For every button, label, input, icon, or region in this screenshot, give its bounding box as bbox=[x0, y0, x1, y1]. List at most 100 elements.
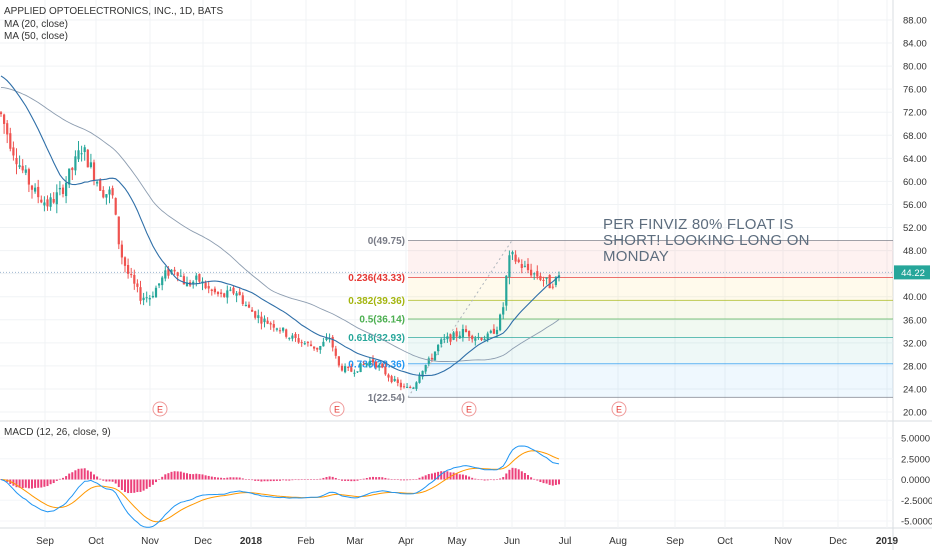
candle-body bbox=[65, 182, 68, 197]
macd-hist-bar bbox=[164, 474, 167, 480]
macd-hist-bar bbox=[399, 479, 402, 481]
macd-hist-bar bbox=[55, 479, 58, 481]
macd-hist-bar bbox=[384, 477, 387, 480]
time-tick-label: Nov bbox=[141, 536, 159, 547]
candle-body bbox=[27, 169, 30, 185]
candle-body bbox=[185, 282, 189, 287]
candle-body bbox=[530, 269, 533, 276]
macd-hist-bar bbox=[356, 479, 359, 481]
macd-hist-bar bbox=[108, 479, 111, 482]
macd-hist-bar bbox=[260, 479, 263, 482]
macd-hist-bar bbox=[241, 478, 244, 480]
macd-hist-bar bbox=[551, 479, 554, 486]
candle-body bbox=[272, 324, 275, 328]
candle-body bbox=[235, 293, 238, 296]
macd-hist-bar bbox=[406, 479, 409, 481]
candle-body bbox=[313, 346, 316, 349]
candle-body bbox=[356, 371, 359, 373]
candle-body bbox=[375, 361, 378, 368]
candle-body bbox=[340, 365, 344, 371]
macd-hist-bar bbox=[443, 471, 446, 480]
candle-body bbox=[486, 333, 489, 340]
macd-hist-bar bbox=[505, 473, 508, 480]
earnings-marker-circle bbox=[461, 401, 477, 417]
macd-hist-bar bbox=[158, 479, 161, 480]
macd-hist-bar bbox=[248, 479, 250, 480]
fib-level-label: 0.382(39.36) bbox=[348, 296, 405, 307]
macd-hist-bar bbox=[102, 479, 105, 481]
price-tick-label: 20.00 bbox=[903, 408, 927, 419]
macd-hist-bar bbox=[440, 471, 443, 480]
macd-hist-bar bbox=[198, 474, 201, 480]
macd-hist-bar bbox=[43, 479, 46, 487]
candle-body bbox=[83, 147, 86, 152]
macd-hist-bar bbox=[328, 476, 331, 480]
candle-body bbox=[393, 378, 396, 382]
macd-hist-bar bbox=[368, 477, 371, 480]
candle-body bbox=[111, 188, 114, 196]
candle-body bbox=[130, 274, 133, 276]
candle-body bbox=[387, 374, 390, 378]
earnings-marker-label: E bbox=[466, 405, 472, 415]
macd-hist-bar bbox=[266, 479, 269, 482]
price-tick-label: 24.00 bbox=[903, 384, 927, 395]
fib-level-label: 0.5(36.14) bbox=[359, 314, 405, 325]
macd-hist-bar bbox=[378, 477, 381, 480]
macd-legend[interactable]: MACD (12, 26, close, 9) bbox=[4, 427, 111, 438]
macd-hist-bar bbox=[514, 468, 517, 480]
candle-body bbox=[477, 336, 480, 339]
ma50-legend[interactable]: MA (50, close) bbox=[4, 31, 68, 42]
candle-body bbox=[108, 189, 111, 195]
candle-body bbox=[294, 333, 297, 338]
macd-hist-bar bbox=[310, 479, 312, 480]
candle-body bbox=[440, 339, 443, 345]
macd-hist-bar bbox=[523, 473, 526, 480]
candle-body bbox=[68, 168, 71, 185]
candle-body bbox=[396, 379, 399, 383]
macd-tick-label: 0.0000 bbox=[901, 475, 930, 486]
candle-body bbox=[133, 274, 136, 284]
candle-body bbox=[409, 386, 412, 388]
macd-hist-bar bbox=[232, 477, 235, 480]
candle-body bbox=[402, 386, 406, 388]
annotation-text[interactable]: PER FINVIZ 80% FLOAT IS SHORT! LOOKING L… bbox=[603, 216, 810, 265]
candle-body bbox=[495, 329, 499, 335]
macd-hist-bar bbox=[263, 479, 266, 482]
macd-hist-bar bbox=[235, 477, 238, 480]
ma20-legend[interactable]: MA (20, close) bbox=[4, 19, 68, 30]
candle-body bbox=[517, 259, 520, 263]
price-tick-label: 28.00 bbox=[903, 361, 927, 372]
macd-hist-bar bbox=[427, 474, 430, 480]
candle-body bbox=[120, 244, 123, 258]
macd-hist-bar bbox=[452, 472, 455, 480]
macd-hist-bar bbox=[195, 473, 198, 480]
macd-hist-bar bbox=[251, 479, 254, 481]
candle-body bbox=[533, 273, 536, 275]
macd-hist-bar bbox=[133, 479, 136, 493]
candle-body bbox=[12, 147, 15, 156]
macd-hist-bar bbox=[353, 479, 356, 482]
macd-hist-bar bbox=[499, 478, 502, 480]
macd-hist-bar bbox=[226, 477, 229, 480]
macd-hist-bar bbox=[105, 479, 108, 482]
candle-body bbox=[260, 316, 263, 324]
macd-hist-bar bbox=[139, 479, 142, 492]
macd-hist-bar bbox=[213, 477, 216, 480]
candle-body bbox=[123, 257, 127, 266]
macd-hist-bar bbox=[359, 479, 362, 480]
candle-body bbox=[161, 277, 164, 286]
macd-hist-bar bbox=[421, 476, 424, 480]
macd-hist-bar bbox=[68, 473, 71, 480]
candle-body bbox=[6, 123, 9, 135]
candle-body bbox=[40, 199, 43, 203]
candle-body bbox=[309, 344, 313, 347]
candle-body bbox=[99, 179, 102, 191]
candle-body bbox=[325, 338, 328, 341]
candle-body bbox=[511, 251, 514, 255]
candle-body bbox=[424, 365, 427, 372]
macd-hist-bar bbox=[127, 479, 130, 494]
candle-body bbox=[223, 293, 226, 297]
candle-body bbox=[207, 286, 210, 289]
time-tick-label: Dec bbox=[829, 536, 847, 547]
